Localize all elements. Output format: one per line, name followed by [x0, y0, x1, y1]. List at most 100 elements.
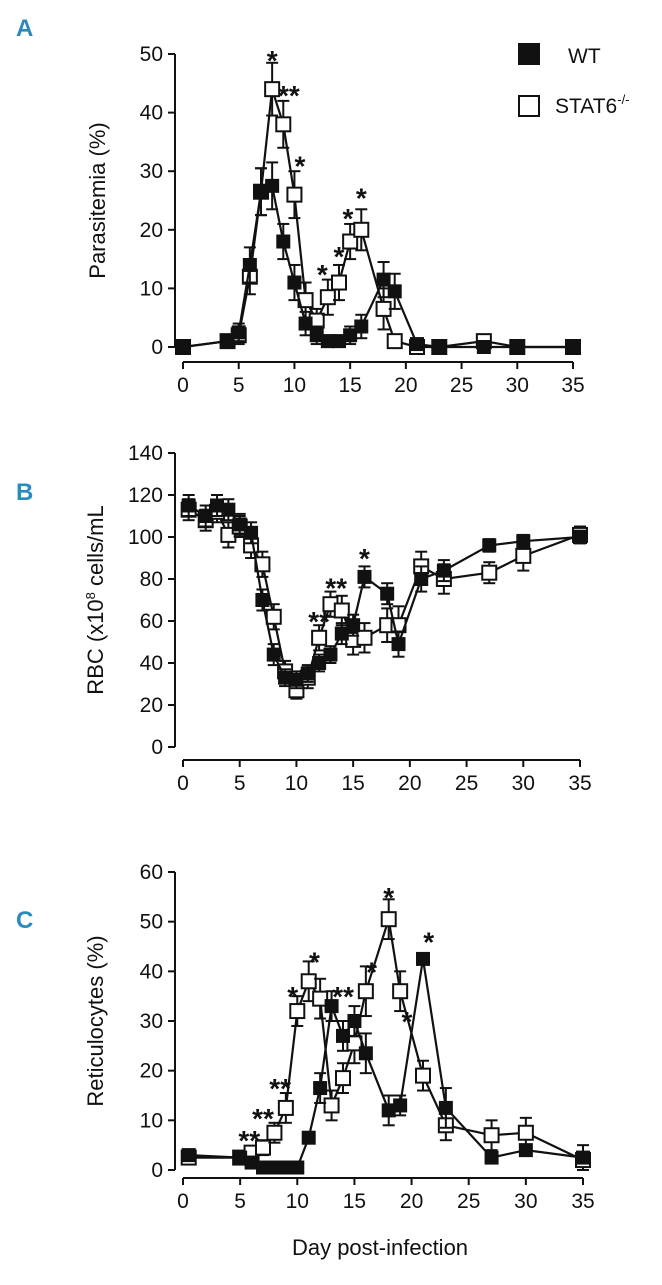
panel-c-significance-marker: *: [309, 946, 320, 977]
panel-c-x-tick-label: 35: [571, 1190, 594, 1213]
panel-a-x-tick-label: 25: [450, 374, 473, 397]
panel-a-series-wt-point: [354, 319, 369, 334]
panel-a-series-wt-point: [432, 340, 447, 354]
panel-a-series-wt-point: [476, 340, 491, 354]
panel-a-significance-marker: *: [342, 203, 353, 234]
panel-a-y-tick-label: 50: [140, 43, 163, 66]
panel-b-series-stat6-point: [265, 608, 282, 625]
panel-a-x-tick-label: 0: [177, 374, 189, 397]
panel-c-series-wt-point: [244, 1155, 259, 1170]
panel-b-series-wt-point: [482, 538, 497, 553]
panel-c-series-wt-point: [381, 1103, 396, 1118]
panel-c-series-wt-point: [358, 1046, 373, 1061]
y-axis-label-b-tail: cells/mL: [83, 505, 108, 592]
panel-b-series-wt-point: [436, 563, 451, 578]
panel-c-x-tick-label: 25: [457, 1190, 480, 1213]
panel-a-series-wt-point: [254, 184, 268, 199]
panel-a-series-stat6-point: [353, 221, 370, 238]
panel-a-x-tick-label: 15: [338, 374, 361, 397]
panel-c-series-stat6-point: [357, 983, 374, 1000]
panel-a-series-stat6-point: [319, 289, 336, 306]
panel-c-x-tick-label: 10: [286, 1190, 309, 1213]
panel-c-series-stat6-point: [255, 1139, 271, 1156]
panel-a-series-wt-point: [309, 328, 324, 343]
panel-c-y-tick-label: 30: [140, 1010, 163, 1033]
panel-c-x-tick-label: 30: [514, 1190, 537, 1213]
panel-b-series-wt-point: [312, 656, 327, 670]
panel-c-series-wt-point: [256, 1160, 270, 1175]
panel-b-y-tick-label: 60: [140, 610, 163, 633]
panel-b-series-wt-point: [414, 572, 429, 586]
panel-b-x-tick-label: 30: [512, 772, 535, 795]
panel-a-series-stat6-point: [264, 81, 281, 98]
panel-b-y-tick-label: 80: [140, 568, 163, 591]
panel-c-significance-marker: *: [423, 927, 434, 958]
panel-c-series-wt-point: [233, 1150, 248, 1165]
panel-a-series-wt-point: [287, 275, 302, 290]
panel-a-series-wt-point: [566, 340, 580, 354]
panel-b-y-tick-label: 140: [128, 442, 163, 465]
panel-a-series-wt-point: [387, 284, 402, 299]
panel-b-series-wt-point: [323, 647, 338, 662]
panel-c-series-wt-point: [393, 1098, 408, 1113]
y-axis-label-b-sup: 8: [83, 592, 98, 599]
panel-b-series-stat6-point: [333, 602, 350, 619]
panel-b-x-tick-label: 10: [285, 772, 308, 795]
panel-b-series-wt-point: [357, 569, 372, 584]
panel-b-series-wt-point: [334, 626, 349, 641]
panel-b-x-tick-label: 15: [341, 772, 364, 795]
panel-a-y-tick-label: 40: [140, 102, 163, 125]
panel-a-y-tick-label: 10: [140, 277, 163, 300]
y-axis-label-b-main: RBC (x10: [83, 599, 108, 694]
panel-c-series-wt-point: [324, 999, 339, 1014]
panel-b-series-wt-point: [573, 530, 587, 544]
panel-c-series-stat6-point: [517, 1124, 534, 1141]
panel-b-series-wt-point: [198, 509, 213, 523]
panel-b-series-wt-point: [289, 672, 304, 687]
legend-stat6-marker: [518, 95, 540, 117]
panel-b-series-stat6-point: [481, 564, 498, 581]
panel-b-y-tick-label: 20: [140, 694, 163, 717]
panel-a-series-wt-point: [510, 340, 525, 354]
panel-c-y-tick-label: 10: [140, 1109, 163, 1132]
panel-a-series-wt-point: [298, 316, 313, 331]
panel-c-y-tick-label: 20: [140, 1060, 163, 1083]
panel-b-x-tick-label: 20: [398, 772, 421, 795]
panel-c-x-tick-label: 0: [177, 1190, 189, 1213]
panel-a-x-tick-label: 5: [233, 374, 245, 397]
panel-c-series-stat6-point: [392, 983, 409, 1000]
panel-c-series-wt-point: [438, 1100, 453, 1115]
panel-b-series-wt-point: [266, 647, 281, 662]
panel-c-series-wt-point: [267, 1160, 282, 1175]
panel-b-series-wt-point: [255, 593, 270, 607]
panel-c-significance-marker: *: [366, 956, 377, 987]
panel-b-series-wt-point: [346, 618, 361, 633]
panel-a-series-stat6-point: [375, 300, 392, 317]
panel-a-y-axis-label: Parasitemia (%): [85, 122, 110, 278]
panel-a: 0 10 20 30 40 50 0 5 10 15 20 25 30 35 Parasitemia (%)…: [85, 43, 585, 397]
panel-a-series-wt-point: [231, 325, 246, 340]
panel-a-y-tick-label: 0: [151, 336, 163, 359]
panel-c-series-wt-point: [313, 1081, 328, 1096]
panel-c-series-stat6-point: [380, 911, 397, 928]
panel-a-x-tick-label: 35: [561, 374, 584, 397]
panel-b-series-stat6-point: [515, 547, 532, 564]
panel-b-series-wt-point: [210, 498, 225, 513]
panel-c-series-wt-point: [301, 1130, 316, 1145]
panel-c-significance-marker: *: [287, 981, 298, 1012]
panel-a-x-tick-label: 20: [394, 374, 417, 397]
legend-stat6-sup: -/-: [617, 92, 629, 107]
panel-a-significance-marker: *: [317, 259, 328, 290]
panel-b-series-wt-point: [278, 670, 293, 685]
panel-c-significance-marker: **: [252, 1103, 274, 1134]
x-axis-label: Day post-infection: [292, 1235, 468, 1260]
panel-c-y-tick-label: 60: [140, 861, 163, 884]
panel-c-significance-marker: **: [269, 1073, 291, 1104]
panel-a-series-stat6-point: [286, 186, 303, 203]
panel-a-series-wt-point: [242, 257, 257, 272]
panel-a-significance-marker: *: [334, 241, 345, 272]
panel-b-x-tick-label: 0: [177, 772, 189, 795]
panel-c-significance-marker: *: [383, 882, 394, 913]
panel-c-x-tick-label: 15: [343, 1190, 366, 1213]
